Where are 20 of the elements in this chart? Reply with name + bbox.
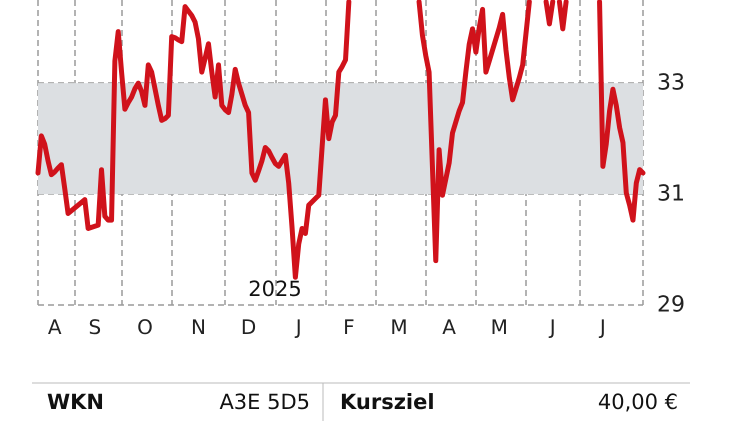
x-tick-label: D [240,315,256,339]
x-tick-label: F [343,315,355,339]
x-tick-label: M [390,315,408,339]
y-tick-label: 29 [657,292,685,318]
x-tick-label: N [190,315,206,339]
text: 40,00 € [598,390,678,414]
text: Kursziel [340,390,435,414]
x-tick-label: J [598,315,606,339]
y-tick-label: 31 [657,182,685,207]
annotation: 2025 [248,277,302,301]
text: WKN [47,390,104,414]
x-tick-label: J [548,315,556,339]
x-tick-label: A [442,315,456,339]
text: A3E 5D5 [219,390,310,414]
y-tick-label: 33 [657,70,685,96]
x-tick-label: A [48,315,62,339]
x-tick-label: M [490,315,508,339]
x-tick-label: J [294,315,302,339]
x-tick-label: S [88,315,102,339]
x-tick-label: O [137,315,153,339]
